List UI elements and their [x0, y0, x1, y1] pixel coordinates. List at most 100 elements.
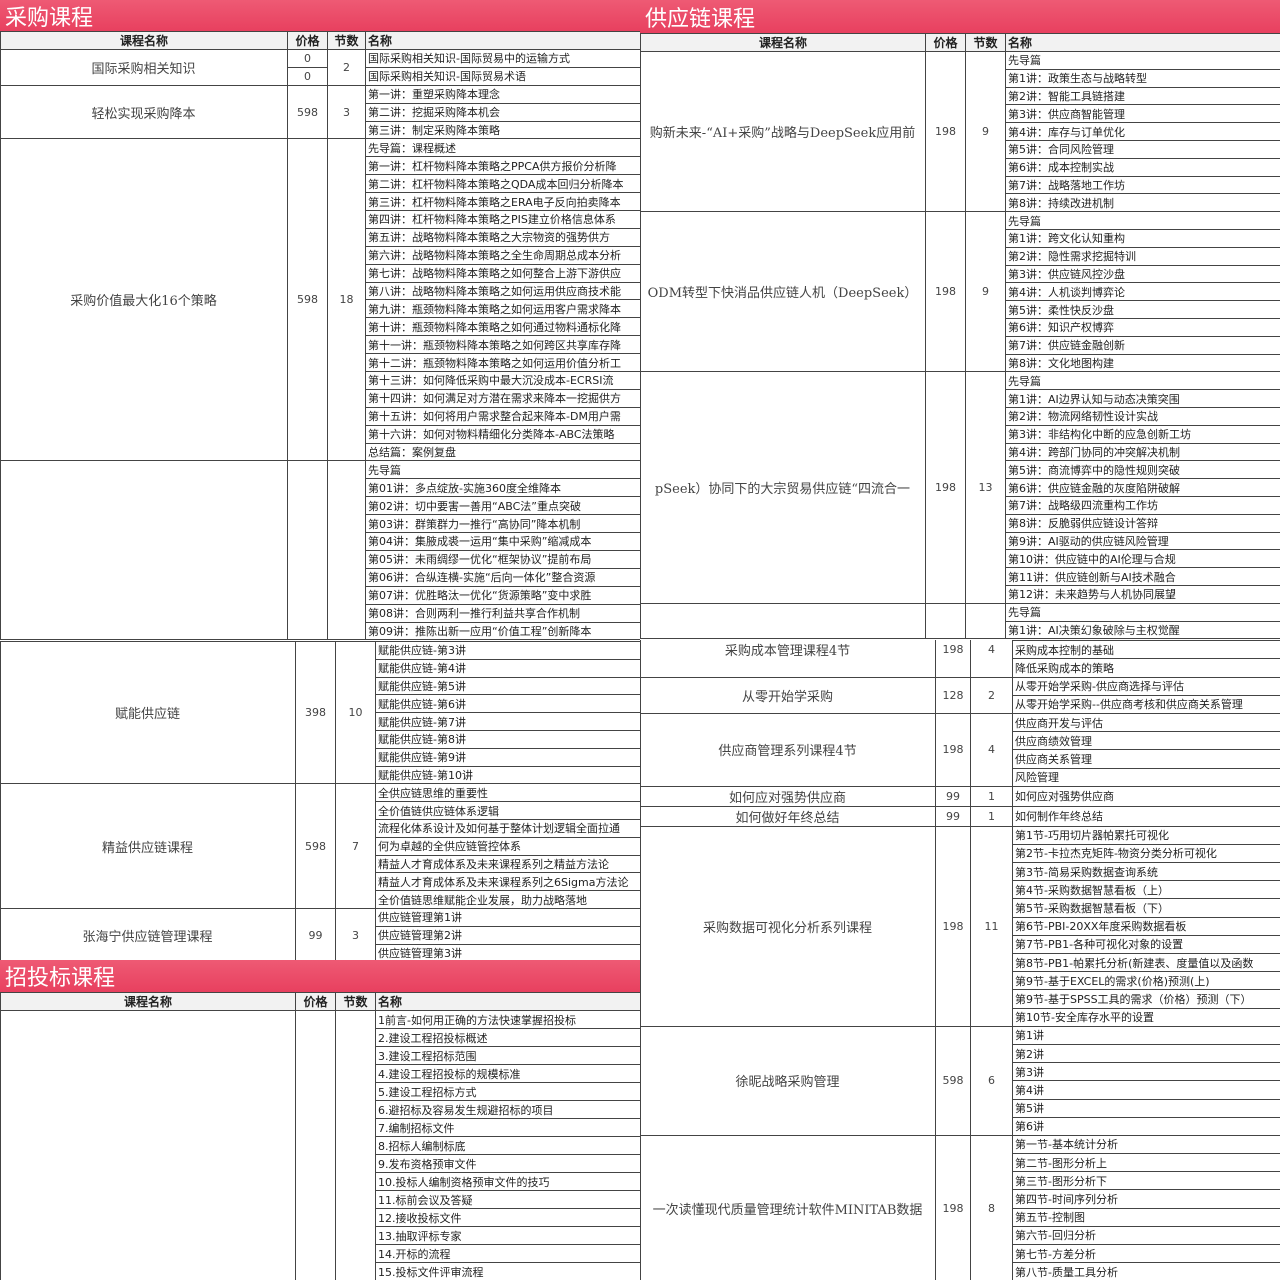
course-lesson-count: 9 — [965, 211, 1006, 373]
course-name: 赋能供应链 — [114, 707, 180, 723]
table-row: 第06讲：合纵连横-实施“后向一体化”整合资源 — [1, 567, 640, 587]
lesson-title: 第4讲：库存与订单优化 — [1005, 122, 1280, 141]
table-row: 赋能供应链-第10讲 — [1, 765, 640, 785]
course-name-cell: 轻松实现采购降本 — [0, 84, 288, 140]
course-price: 198 — [935, 825, 971, 1027]
lesson-title: 第3节-简易采购数据查询系统 — [1012, 862, 1280, 882]
header-row: 课程名称 价格 节数 名称 — [0, 992, 640, 1011]
lesson-title: 第8节-PB1-帕累托分析(新建表、度量值以及函数 — [1012, 952, 1280, 973]
lesson-title: 第五节-控制图 — [1012, 1207, 1280, 1227]
course-price — [287, 460, 328, 640]
lesson-title: 第四节-时间序列分析 — [1012, 1189, 1280, 1209]
lesson-title: 国际采购相关知识-国际贸易术语 — [365, 66, 640, 86]
lesson-title: 精益人才育成体系及未来课程系列之6Sigma方法论 — [375, 872, 640, 892]
course-name: ODM转型下快消品供应链人机（DeepSeek） — [647, 286, 918, 302]
table-row: 第6讲：知识产权博弈 — [641, 317, 1280, 337]
course-name-cell — [0, 1010, 296, 1280]
course-lesson-count: 13 — [965, 371, 1006, 604]
table-row: 第七节-方差分析 — [641, 1243, 1280, 1264]
lesson-title: 第5讲：商流博弈中的隐性规则突破 — [1005, 460, 1280, 480]
course-price: 598 — [935, 1025, 971, 1136]
bidding-courses-panel: 招投标课程 课程名称 价格 节数 名称 1前言-如何用正确的方法快速掌握招投标 2.建设工程… — [0, 960, 640, 1280]
lesson-title: 赋能供应链-第3讲 — [375, 641, 640, 660]
lesson-title: 第3讲：非结构化中断的应急创新工坊 — [1005, 424, 1280, 444]
table-row: 第十四讲：如何满足对方潜在需求来降本一挖掘供方 — [1, 388, 640, 408]
table-row: 精益人才育成体系及未来课程系列之6Sigma方法论 — [1, 872, 640, 892]
lesson-title: 第十五讲：如何将用户需求整合起来降本-DM用户需 — [365, 406, 640, 426]
lesson-title: 第一讲：杠杆物料降本策略之PPCA供方报价分析降 — [365, 156, 640, 176]
header-count: 节数 — [965, 33, 1006, 52]
lesson-title: 6.避招标及容易发生规避招标的项目 — [375, 1100, 640, 1119]
course-lesson-count: 4 — [970, 640, 1013, 678]
course-table: 课程名称 价格 节数 名称 1前言-如何用正确的方法快速掌握招投标 2.建设工程招投标概述… — [0, 992, 640, 1280]
course-price: 0 — [287, 66, 328, 86]
table-row: 国际采购相关知识 0 2 国际采购相关知识-国际贸易中的运输方式 — [0, 49, 640, 86]
table-row: 如何做好年终总结 99 1 如何制作年终总结 — [640, 805, 1280, 827]
procurement-courses-continued-panel: 采购成本管理课程4节1984第1讲：AI决策幻象破除与主权觉醒采购成本控制的基础… — [640, 640, 1280, 1280]
course-lesson-count: 8 — [970, 1134, 1013, 1280]
table-row: 第2讲 — [641, 1043, 1280, 1064]
lesson-title: 供应链管理第1讲 — [375, 907, 640, 927]
lesson-title: 第1讲 — [1012, 1025, 1280, 1045]
course-price: 598 — [287, 84, 328, 140]
course-price: 198 — [925, 50, 966, 213]
lesson-title: 第5节-采购数据智慧看板（下） — [1012, 898, 1280, 918]
lesson-title: 供应商关系管理 — [1012, 749, 1280, 769]
lesson-title: 第8讲：持续改进机制 — [1005, 193, 1280, 213]
lesson-title: 第十三讲：如何降低采购中最大沉没成本-ECRSI流 — [365, 371, 640, 390]
lesson-title: 第十一讲：瓶颈物料降本策略之如何跨区共享库存降 — [365, 335, 640, 355]
table-row: 第6讲 — [641, 1116, 1280, 1136]
course-table: 采购成本管理课程4节1984第1讲：AI决策幻象破除与主权觉醒采购成本控制的基础… — [640, 640, 1280, 1280]
course-name-cell: 精益供应链课程 — [0, 783, 296, 909]
table-row: 采购数据可视化分析系列课程 198 11 第1节-巧用切片器帕累托可视化 — [640, 825, 1280, 1027]
lesson-title: 第12讲：未来趋势与人机协同展望 — [1005, 584, 1280, 604]
lesson-title: 全价值链思维赋能企业发展，助力战略落地 — [375, 890, 640, 909]
lesson-title: 10.投标人编制资格预审文件的技巧 — [375, 1172, 640, 1191]
table-row: 13.抽取评标专家 — [1, 1226, 640, 1245]
table-row: 2.建设工程招投标概述 — [1, 1028, 640, 1047]
table-row: 先导篇 — [0, 460, 640, 640]
course-name: 采购成本管理课程4节 — [724, 644, 851, 660]
course-name: 一次读懂现代质量管理统计软件MINITAB数据 — [652, 1202, 923, 1218]
course-name: 采购数据可视化分析系列课程 — [702, 920, 872, 936]
lesson-title: 第十二讲：瓶颈物料降本策略之如何运用价值分析工 — [365, 353, 640, 373]
table-row: 第1讲：跨文化认知重构 — [641, 228, 1280, 248]
course-name: 徐昵战略采购管理 — [735, 1075, 840, 1091]
lesson-title: 第6讲 — [1012, 1116, 1280, 1136]
lesson-title: 第01讲：多点绽放-实施360度全维降本 — [365, 478, 640, 498]
course-name-cell: 国际采购相关知识 — [0, 49, 288, 86]
lesson-title: 8.招标人编制标底 — [375, 1136, 640, 1155]
course-lesson-count: 1 — [970, 785, 1013, 807]
lesson-title: 第十六讲：如何对物料精细化分类降本-ABC法策略 — [365, 424, 640, 444]
lesson-title: 降低采购成本的策略 — [1012, 658, 1280, 678]
course-name: 购新未来-“AI+采购”战略与DeepSeek应用前 — [649, 126, 916, 142]
table-row: 第2讲：物流网络韧性设计实战 — [641, 406, 1280, 426]
table-row: 第05讲：未雨绸缪一优化“框架协议”提前布局 — [1, 549, 640, 569]
header-course-name: 课程名称 — [640, 33, 926, 52]
lesson-title: 第六讲：战略物料降本策略之全生命周期总成本分析 — [365, 245, 640, 265]
lesson-title: 第1节-巧用切片器帕累托可视化 — [1012, 825, 1280, 845]
table-row: 第07讲：优胜略汰一优化“货源策略”变中求胜 — [1, 585, 640, 605]
lesson-title: 第8讲：反脆弱供应链设计答辩 — [1005, 513, 1280, 533]
lesson-title: 赋能供应链-第7讲 — [375, 712, 640, 731]
table-row: 徐昵战略采购管理 598 6 第1讲 — [640, 1025, 1280, 1136]
course-name: 采购价值最大化16个策略 — [70, 294, 217, 310]
course-lesson-count: 18 — [327, 138, 366, 462]
table-row: 第12讲：未来趋势与人机协同展望 — [641, 584, 1280, 604]
table-row: 第4讲 — [641, 1080, 1280, 1100]
lesson-title: 7.编制招标文件 — [375, 1118, 640, 1137]
lesson-title: 第6讲：成本控制实战 — [1005, 157, 1280, 177]
table-row: 从零开始学采购 128 2 从零开始学采购-供应商选择与评估 — [640, 676, 1280, 714]
course-table: 赋能供应链 398 10 赋能供应链-第3讲 赋能供应链-第4讲 赋能供应链-第5讲 赋能供… — [0, 640, 640, 960]
course-price: 198 — [935, 1134, 971, 1280]
course-name: 供应商管理系列课程4节 — [718, 744, 857, 760]
lesson-title: 供应商绩效管理 — [1012, 731, 1280, 751]
lesson-title: 第一节-基本统计分析 — [1012, 1134, 1280, 1155]
lesson-title: 第4讲：人机谈判博弈论 — [1005, 282, 1280, 302]
lesson-title: 第9节-基于EXCEL的需求(价格)预测(上) — [1012, 971, 1280, 991]
header-count: 节数 — [327, 31, 366, 50]
lesson-title: 第三节-图形分析下 — [1012, 1171, 1280, 1191]
table-row: 第10节-安全库存水平的设置 — [641, 1007, 1280, 1027]
header-price: 价格 — [287, 31, 328, 50]
table-row: 12.接收投标文件 — [1, 1208, 640, 1227]
